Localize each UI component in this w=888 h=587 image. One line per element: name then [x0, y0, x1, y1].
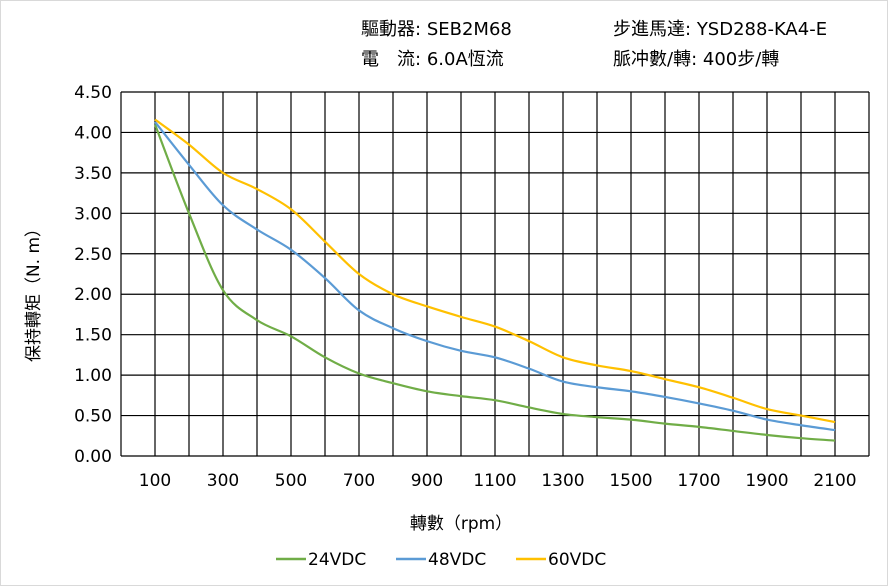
- pulse-label: 脈冲數/轉:: [613, 49, 698, 70]
- series-line-48VDC: [154, 121, 836, 432]
- x-tick-label: 300: [207, 471, 239, 491]
- y-axis-label: 保持轉矩（N. m）: [24, 220, 44, 362]
- driver-value: SEB2M68: [426, 19, 512, 40]
- x-tick-label: 100: [139, 471, 171, 491]
- x-tick-label: 900: [411, 471, 443, 491]
- legend-label: 48VDC: [428, 550, 486, 570]
- series-line-24VDC: [153, 123, 836, 442]
- current-info: 電 流: 6.0A恆流: [361, 45, 504, 71]
- legend-label: 24VDC: [308, 550, 366, 570]
- y-tick-label: 0.00: [74, 447, 112, 467]
- x-axis-label: 轉數（rpm）: [410, 514, 512, 534]
- driver-info: 驅動器: SEB2M68: [361, 15, 512, 41]
- y-tick-label: 0.50: [74, 407, 112, 427]
- y-tick-label: 2.00: [74, 285, 112, 305]
- y-tick-label: 3.00: [74, 204, 112, 224]
- y-tick-label: 1.50: [74, 326, 112, 346]
- x-tick-label: 2100: [813, 471, 856, 491]
- y-tick-label: 1.00: [74, 366, 112, 386]
- y-tick-label: 3.50: [74, 164, 112, 184]
- x-tick-label: 1100: [473, 471, 516, 491]
- x-tick-label: 500: [275, 471, 307, 491]
- motor-info: 步進馬達: YSD288-KA4-E: [613, 15, 827, 41]
- y-tick-label: 4.50: [74, 83, 112, 103]
- series-line-60VDC: [154, 118, 836, 424]
- x-tick-label: 1300: [541, 471, 584, 491]
- current-value: 6.0A恆流: [426, 49, 504, 70]
- legend-label: 60VDC: [548, 550, 606, 570]
- driver-label: 驅動器:: [361, 19, 422, 40]
- pulse-info: 脈冲數/轉: 400步/轉: [613, 45, 779, 71]
- y-tick-label: 2.50: [74, 245, 112, 265]
- motor-value: YSD288-KA4-E: [696, 19, 828, 40]
- y-tick-label: 4.00: [74, 123, 112, 143]
- x-tick-label: 1900: [745, 471, 788, 491]
- pulse-value: 400步/轉: [702, 49, 780, 70]
- motor-label: 步進馬達:: [613, 19, 692, 40]
- x-tick-label: 700: [343, 471, 375, 491]
- current-label: 電 流:: [361, 49, 422, 70]
- x-tick-label: 1700: [677, 471, 720, 491]
- x-tick-label: 1500: [609, 471, 652, 491]
